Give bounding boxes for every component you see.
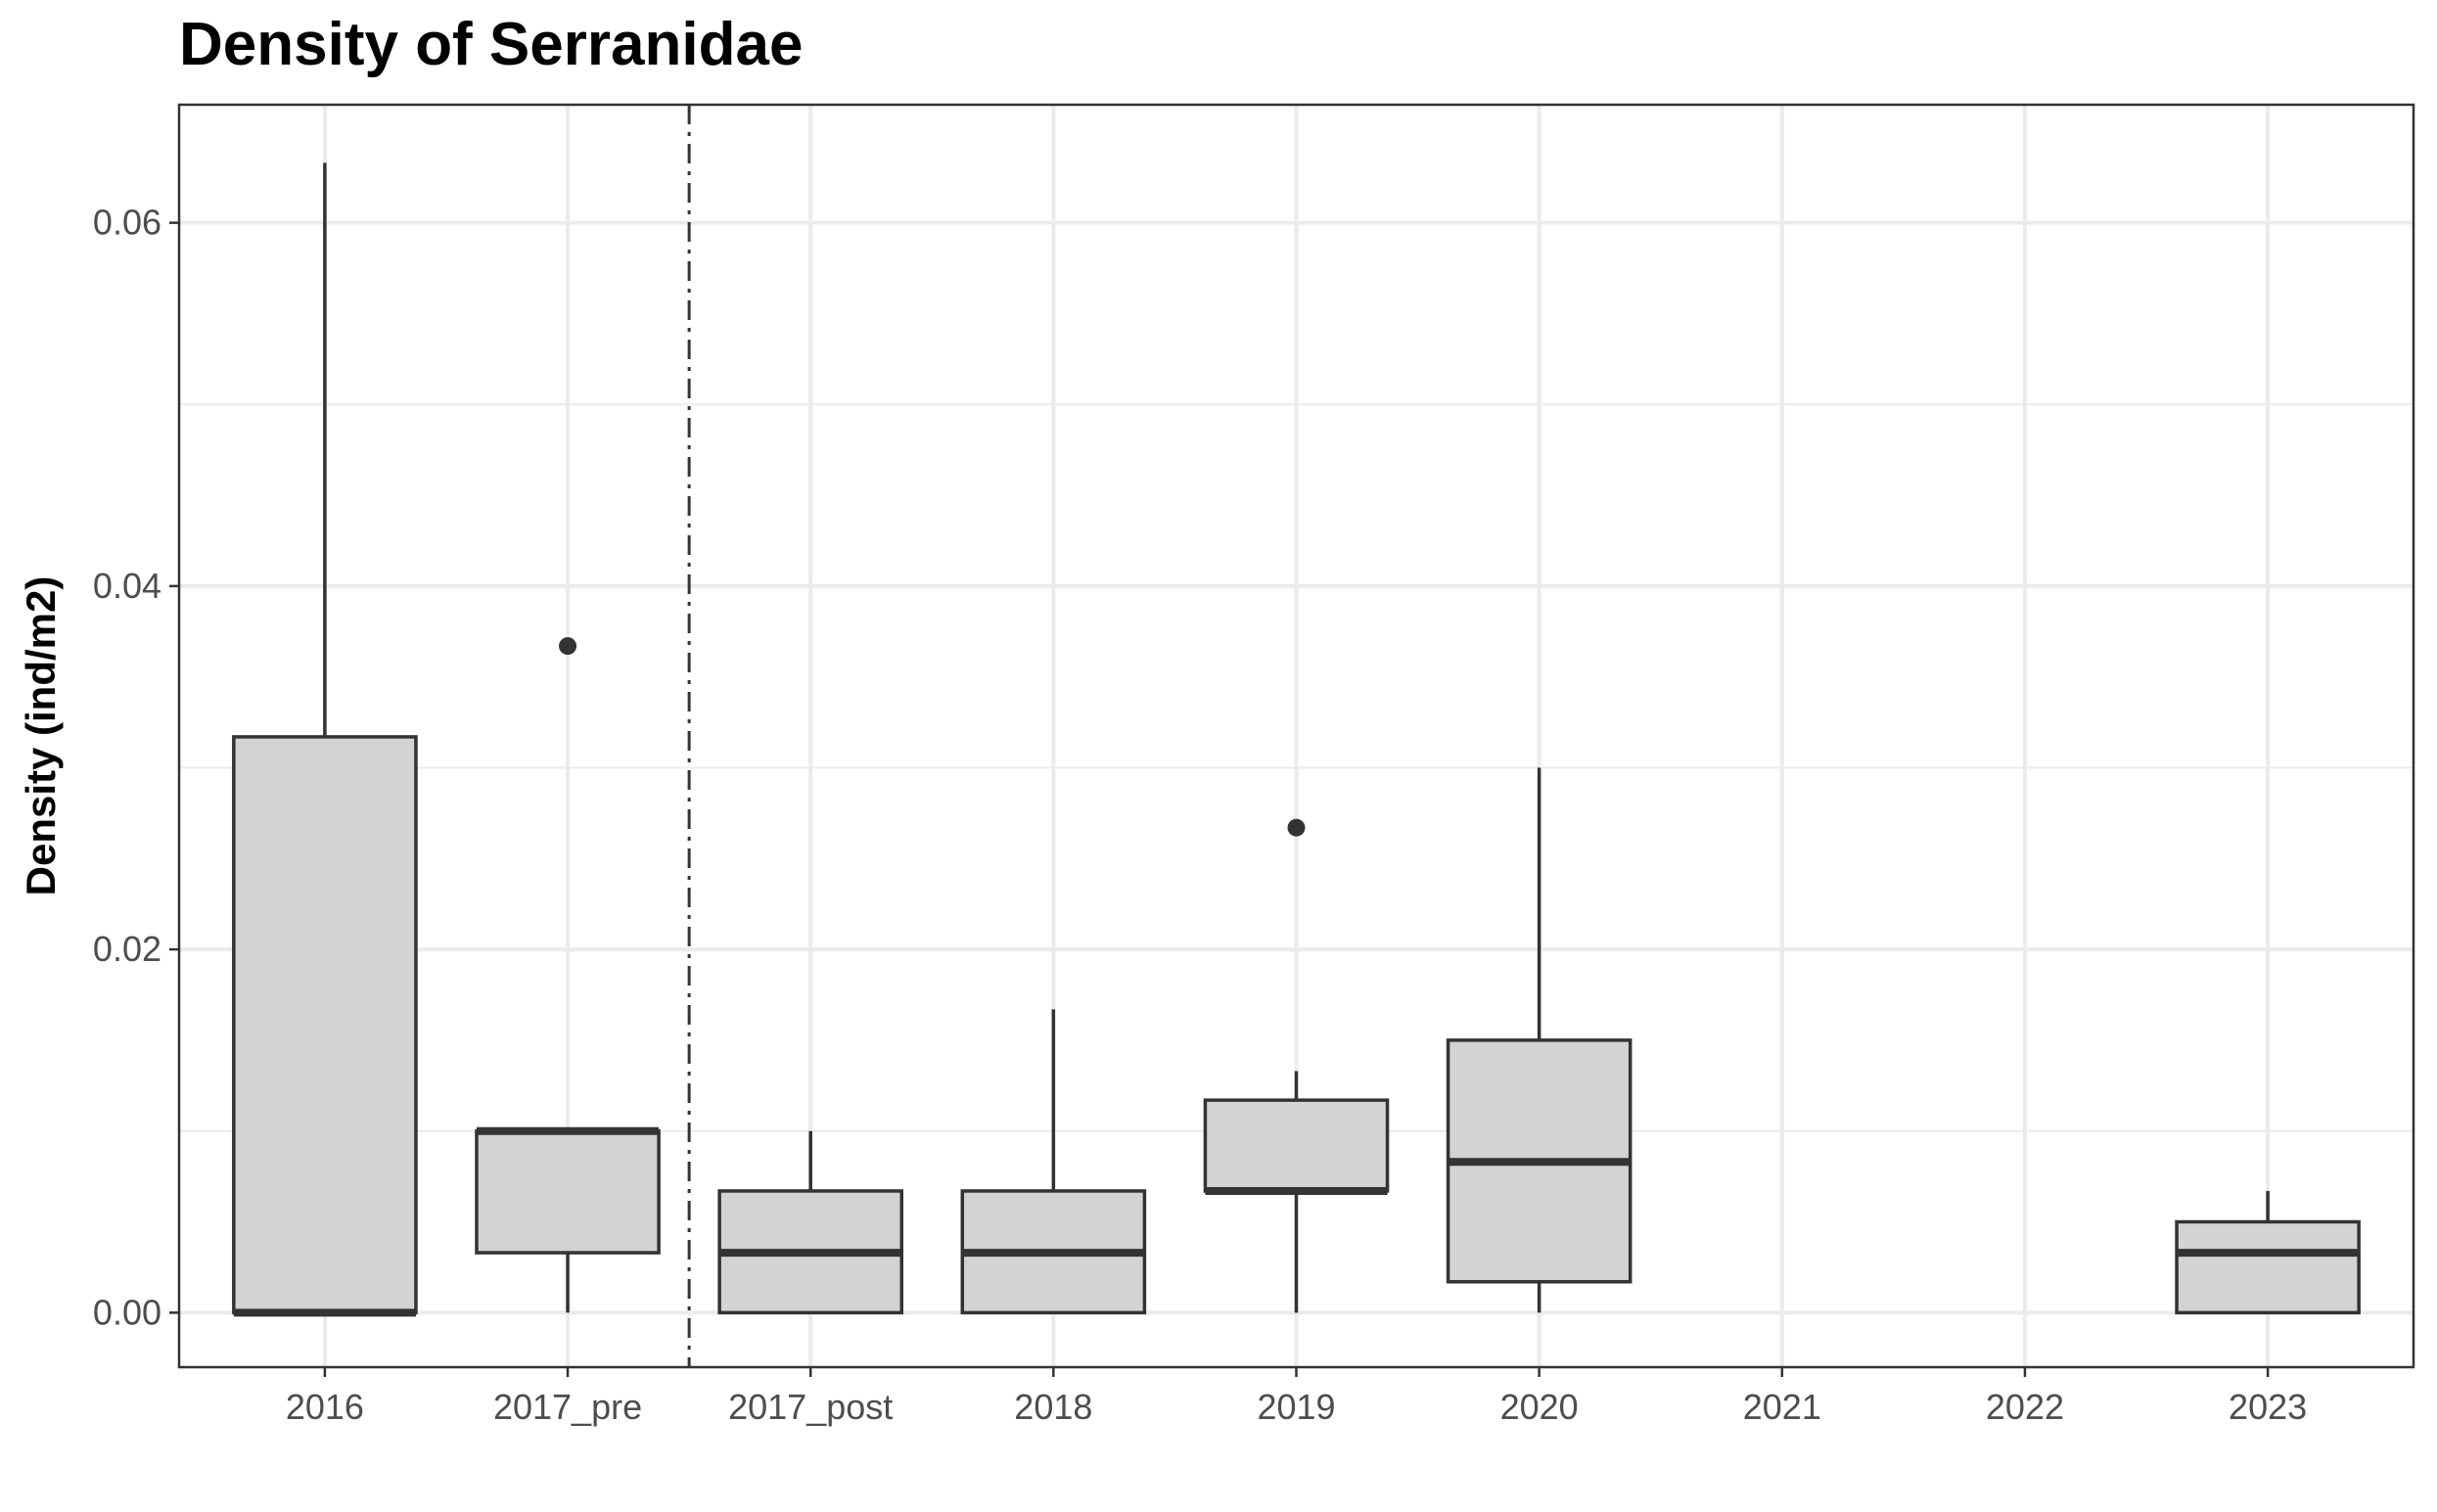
x-tick-label: 2016 <box>286 1387 364 1427</box>
x-tick-label: 2018 <box>1014 1387 1092 1427</box>
x-tick-label: 2017_post <box>728 1387 893 1427</box>
box-2017_pre <box>475 637 661 1313</box>
box-body <box>475 1128 661 1255</box>
y-tick-label: 0.00 <box>93 1292 161 1332</box>
x-tick-label: 2021 <box>1743 1387 1821 1427</box>
chart-title: Density of Serranidae <box>179 11 803 78</box>
y-tick-label: 0.06 <box>93 203 161 243</box>
x-tick-label: 2017_pre <box>493 1387 642 1427</box>
box-2019 <box>1203 818 1390 1313</box>
x-tick-label: 2022 <box>1986 1387 2064 1427</box>
y-tick-label: 0.02 <box>93 929 161 969</box>
box-2016 <box>232 162 418 1317</box>
x-tick-label: 2020 <box>1500 1387 1579 1427</box>
x-tick-label: 2019 <box>1257 1387 1335 1427</box>
box-2020 <box>1446 767 1632 1313</box>
box-body <box>1203 1098 1390 1193</box>
box-2023 <box>2175 1190 2361 1315</box>
axes: 0.00 0.02 0.04 0.06 2016 2017_pre 2017_post 201… <box>93 103 2415 1427</box>
box-2017_post <box>717 1130 904 1315</box>
box-body <box>2175 1219 2361 1315</box>
y-axis-title: Density (ind/m2) <box>18 576 64 896</box>
outlier-point <box>559 637 577 656</box>
boxes <box>232 162 2361 1317</box>
box-2018 <box>960 1009 1147 1315</box>
x-tick-label: 2023 <box>2229 1387 2307 1427</box>
box-body <box>232 735 418 1315</box>
y-tick-label: 0.04 <box>93 566 161 606</box>
outlier-point <box>1287 818 1306 837</box>
